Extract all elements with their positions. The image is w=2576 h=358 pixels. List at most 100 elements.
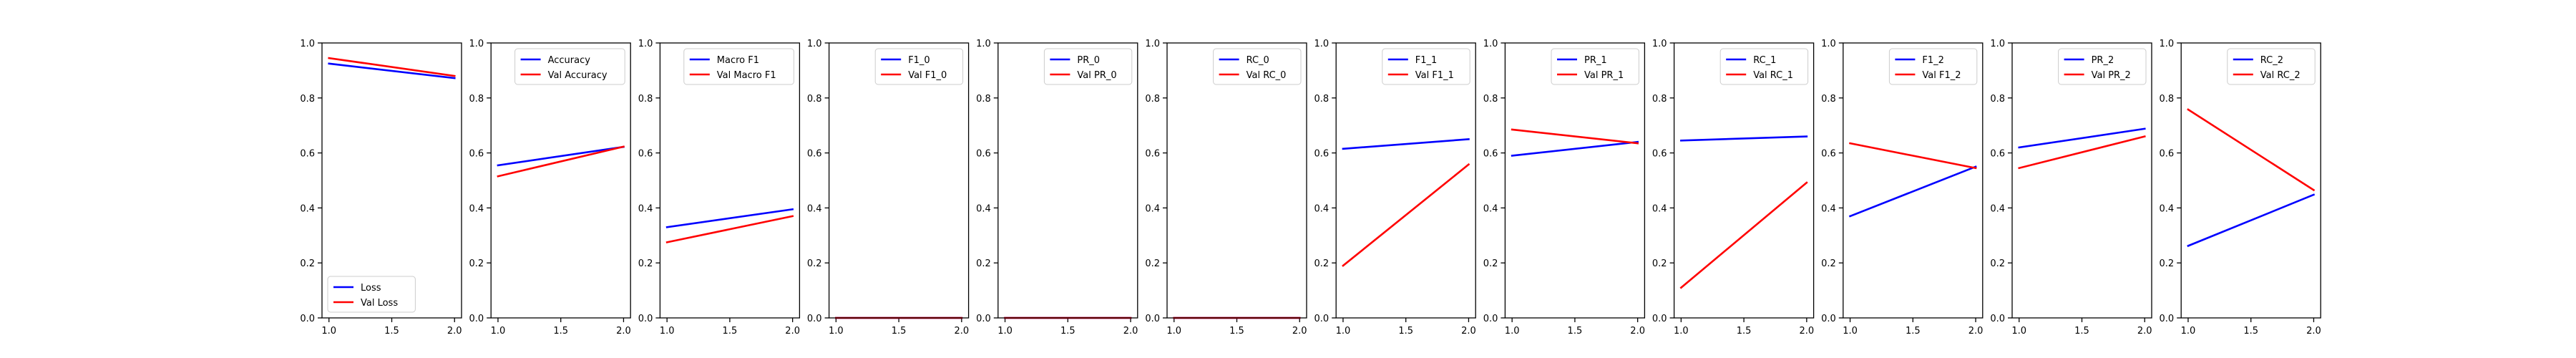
y-tick-label: 0.2 [638, 258, 653, 269]
legend: F1_2 Val F1_2 [1888, 48, 1978, 85]
y-tick-label: 1.0 [300, 39, 315, 49]
y-tick-label: 1.0 [807, 39, 822, 49]
x-tick-label: 1.5 [723, 326, 738, 337]
y-tick-label: 0.2 [807, 258, 822, 269]
x-tick-label: 2.0 [1292, 326, 1307, 337]
x-tick-label: 1.0 [1505, 326, 1520, 337]
x-tick-label: 1.5 [1060, 326, 1075, 337]
legend: PR_1 Val PR_1 [1551, 48, 1639, 85]
series-line-val [1849, 142, 1977, 170]
y-tick-label: 0.4 [1314, 203, 1330, 214]
series-line-train [1848, 165, 1977, 218]
y-tick-label: 0.0 [300, 314, 315, 324]
x-tick-label: 1.0 [660, 326, 675, 337]
legend: F1_1 Val F1_1 [1382, 48, 1470, 85]
legend: RC_0 Val RC_0 [1213, 48, 1302, 85]
x-tick-label: 1.5 [553, 326, 568, 337]
y-tick-label: 0.2 [1821, 258, 1836, 269]
legend-label: RC_2 [2260, 55, 2283, 66]
x-tick-label: 1.0 [997, 326, 1013, 337]
series-line-train [1680, 135, 1808, 142]
chart-panel-1: 0.0 0.2 0.4 0.6 0.8 1.0 1.0 1.5 2.0 Accuracy Val A… [469, 39, 631, 337]
y-tick-label: 1.0 [2160, 39, 2175, 49]
legend-label: RC_0 [1246, 55, 1269, 66]
y-tick-label: 0.2 [1652, 258, 1667, 269]
x-tick-label: 2.0 [1800, 326, 1815, 337]
chart-panel-0: 0.0 0.2 0.4 0.6 0.8 1.0 1.0 1.5 2.0 Loss Val Loss [300, 39, 462, 337]
legend-label: Loss [361, 283, 381, 294]
x-tick-label: 1.5 [1398, 326, 1413, 337]
legend-label: RC_1 [1753, 55, 1776, 66]
series-line-train [1342, 138, 1470, 150]
series-line-train [1511, 140, 1639, 157]
y-tick-label: 0.6 [469, 149, 484, 160]
y-tick-label: 0.2 [469, 258, 484, 269]
legend-label: Macro F1 [717, 55, 759, 66]
y-tick-label: 0.4 [2160, 203, 2175, 214]
legend-label: PR_0 [1077, 55, 1100, 66]
legend-box [514, 48, 625, 85]
y-tick-label: 0.8 [1314, 94, 1330, 105]
y-tick-label: 0.4 [976, 203, 991, 214]
y-tick-label: 0.8 [1145, 94, 1160, 105]
x-tick-label: 1.5 [1906, 326, 1921, 337]
x-tick-label: 2.0 [616, 326, 631, 337]
y-tick-label: 0.4 [1990, 203, 2005, 214]
legend-label: Val RC_1 [1753, 70, 1793, 81]
y-tick-label: 1.0 [638, 39, 653, 49]
legend: F1_0 Val F1_0 [874, 48, 964, 85]
x-tick-label: 2.0 [1461, 326, 1476, 337]
x-tick-label: 1.5 [2074, 326, 2089, 337]
legend: Loss Val Loss [327, 276, 416, 313]
axes-frame [1843, 42, 1984, 319]
y-tick-label: 0.4 [469, 203, 484, 214]
y-tick-label: 0.2 [976, 258, 991, 269]
x-tick-label: 2.0 [955, 326, 970, 337]
y-tick-label: 0.8 [469, 94, 484, 105]
y-tick-label: 0.6 [638, 149, 653, 160]
x-tick-label: 1.0 [1843, 326, 1858, 337]
y-tick-label: 0.8 [1821, 94, 1836, 105]
y-tick-label: 0.0 [1990, 314, 2005, 324]
legend-label: Val RC_0 [1246, 70, 1287, 81]
series-line-train [2187, 193, 2316, 248]
chart-panel-3: 0.0 0.2 0.4 0.6 0.8 1.0 1.0 1.5 2.0 F1_0 Val F1_0 [807, 39, 970, 337]
chart-panel-6: 0.0 0.2 0.4 0.6 0.8 1.0 1.0 1.5 2.0 F1_1 Val F1_1 [1314, 39, 1476, 337]
x-tick-label: 1.0 [1166, 326, 1181, 337]
chart-panel-7: 0.0 0.2 0.4 0.6 0.8 1.0 1.0 1.5 2.0 PR_1 Val PR_1 [1483, 39, 1646, 337]
y-tick-label: 0.4 [1483, 203, 1498, 214]
y-tick-label: 0.0 [1483, 314, 1498, 324]
chart-panel-9: 0.0 0.2 0.4 0.6 0.8 1.0 1.0 1.5 2.0 F1_2 Val F1_2 [1821, 39, 1984, 337]
legend-label: Val Loss [361, 298, 398, 309]
y-tick-label: 0.2 [2160, 258, 2175, 269]
x-tick-label: 2.0 [1630, 326, 1645, 337]
series-line-val [1511, 128, 1639, 145]
y-tick-label: 0.8 [1652, 94, 1667, 105]
x-tick-label: 1.0 [2011, 326, 2026, 337]
legend-label: Val F1_0 [908, 70, 947, 81]
y-tick-label: 0.6 [807, 149, 822, 160]
y-tick-label: 0.6 [1652, 149, 1667, 160]
legend-label: Val F1_1 [1415, 70, 1454, 81]
legend: RC_1 Val RC_1 [1719, 48, 1809, 85]
series-line-val [2187, 108, 2316, 192]
axes-frame [828, 42, 970, 319]
x-tick-label: 1.0 [1336, 326, 1351, 337]
series-line-val [1342, 163, 1470, 267]
axes-frame [321, 42, 462, 319]
legend: PR_2 Val PR_2 [2058, 48, 2147, 85]
y-tick-label: 1.0 [1483, 39, 1498, 49]
y-tick-label: 1.0 [976, 39, 991, 49]
axes-frame [490, 42, 631, 319]
series-line-val [2018, 135, 2146, 170]
y-tick-label: 0.0 [1314, 314, 1330, 324]
chart-panel-2: 0.0 0.2 0.4 0.6 0.8 1.0 1.0 1.5 2.0 Macro F1 Val M… [638, 39, 801, 337]
y-tick-label: 0.4 [300, 203, 315, 214]
y-tick-label: 1.0 [469, 39, 484, 49]
y-tick-label: 0.2 [1990, 258, 2005, 269]
y-tick-label: 0.2 [300, 258, 315, 269]
axes-frame [2011, 42, 2152, 319]
legend: Macro F1 Val Macro F1 [683, 48, 794, 85]
legend-label: Val Macro F1 [717, 70, 776, 81]
y-tick-label: 0.8 [2160, 94, 2175, 105]
